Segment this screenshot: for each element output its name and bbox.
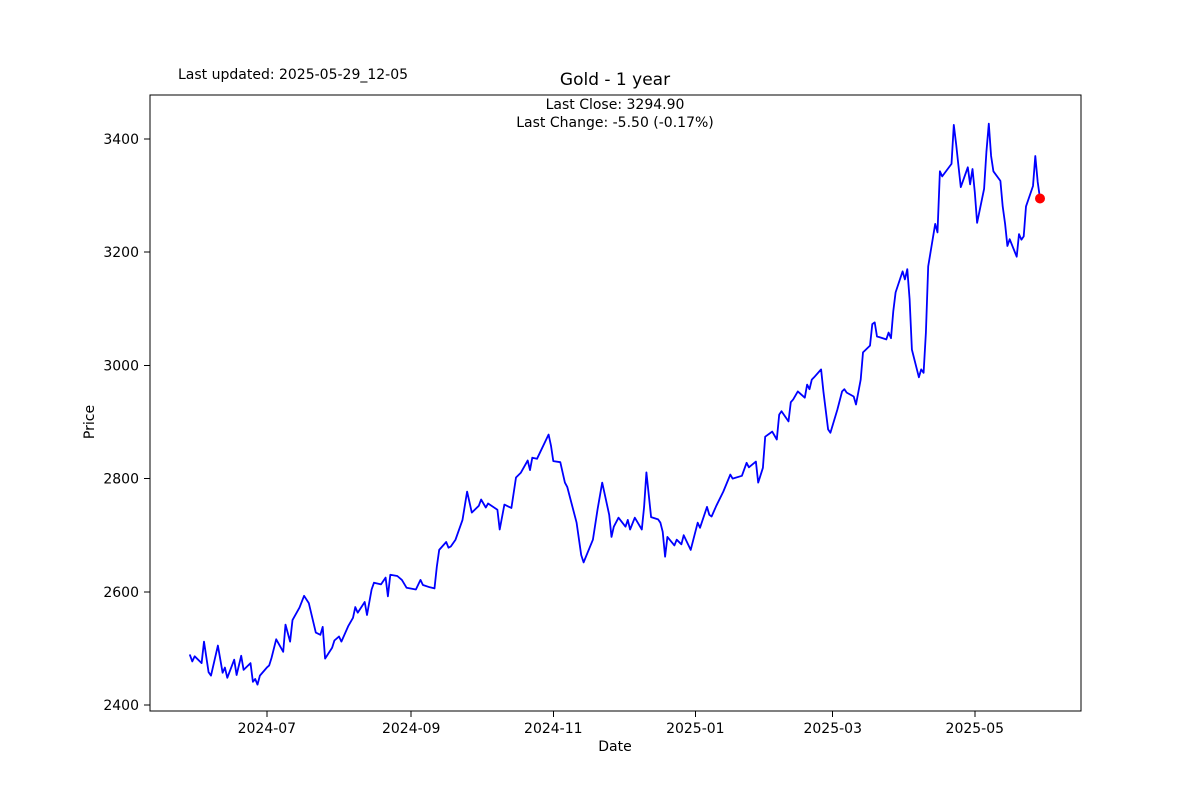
- last-price-marker: [1035, 193, 1045, 204]
- chart-title: Gold - 1 year: [559, 70, 671, 90]
- x-tick-label: 2024-11: [524, 721, 583, 737]
- x-tick-label: 2024-07: [238, 721, 297, 737]
- y-tick-label: 3000: [103, 358, 139, 374]
- y-tick-label: 3200: [103, 245, 139, 261]
- axes-frame: [149, 94, 1082, 712]
- y-tick-label: 2600: [103, 585, 139, 601]
- last-updated-text: Last updated: 2025-05-29_12-05: [178, 67, 409, 83]
- annotation-last-close: Last Close: 3294.90: [545, 97, 685, 113]
- price-line: [189, 122, 1041, 686]
- y-axis-label: Price: [82, 404, 98, 440]
- y-tick-label: 2800: [103, 472, 139, 488]
- x-tick-label: 2024-09: [382, 721, 441, 737]
- x-tick-label: 2025-01: [666, 721, 725, 737]
- x-tick-label: 2025-03: [803, 721, 862, 737]
- annotation-last-change: Last Change: -5.50 (-0.17%): [516, 115, 714, 131]
- y-tick-label: 2400: [103, 698, 139, 714]
- x-axis-label: Date: [598, 739, 632, 755]
- x-tick-label: 2025-05: [946, 721, 1005, 737]
- y-tick-label: 3400: [103, 132, 139, 148]
